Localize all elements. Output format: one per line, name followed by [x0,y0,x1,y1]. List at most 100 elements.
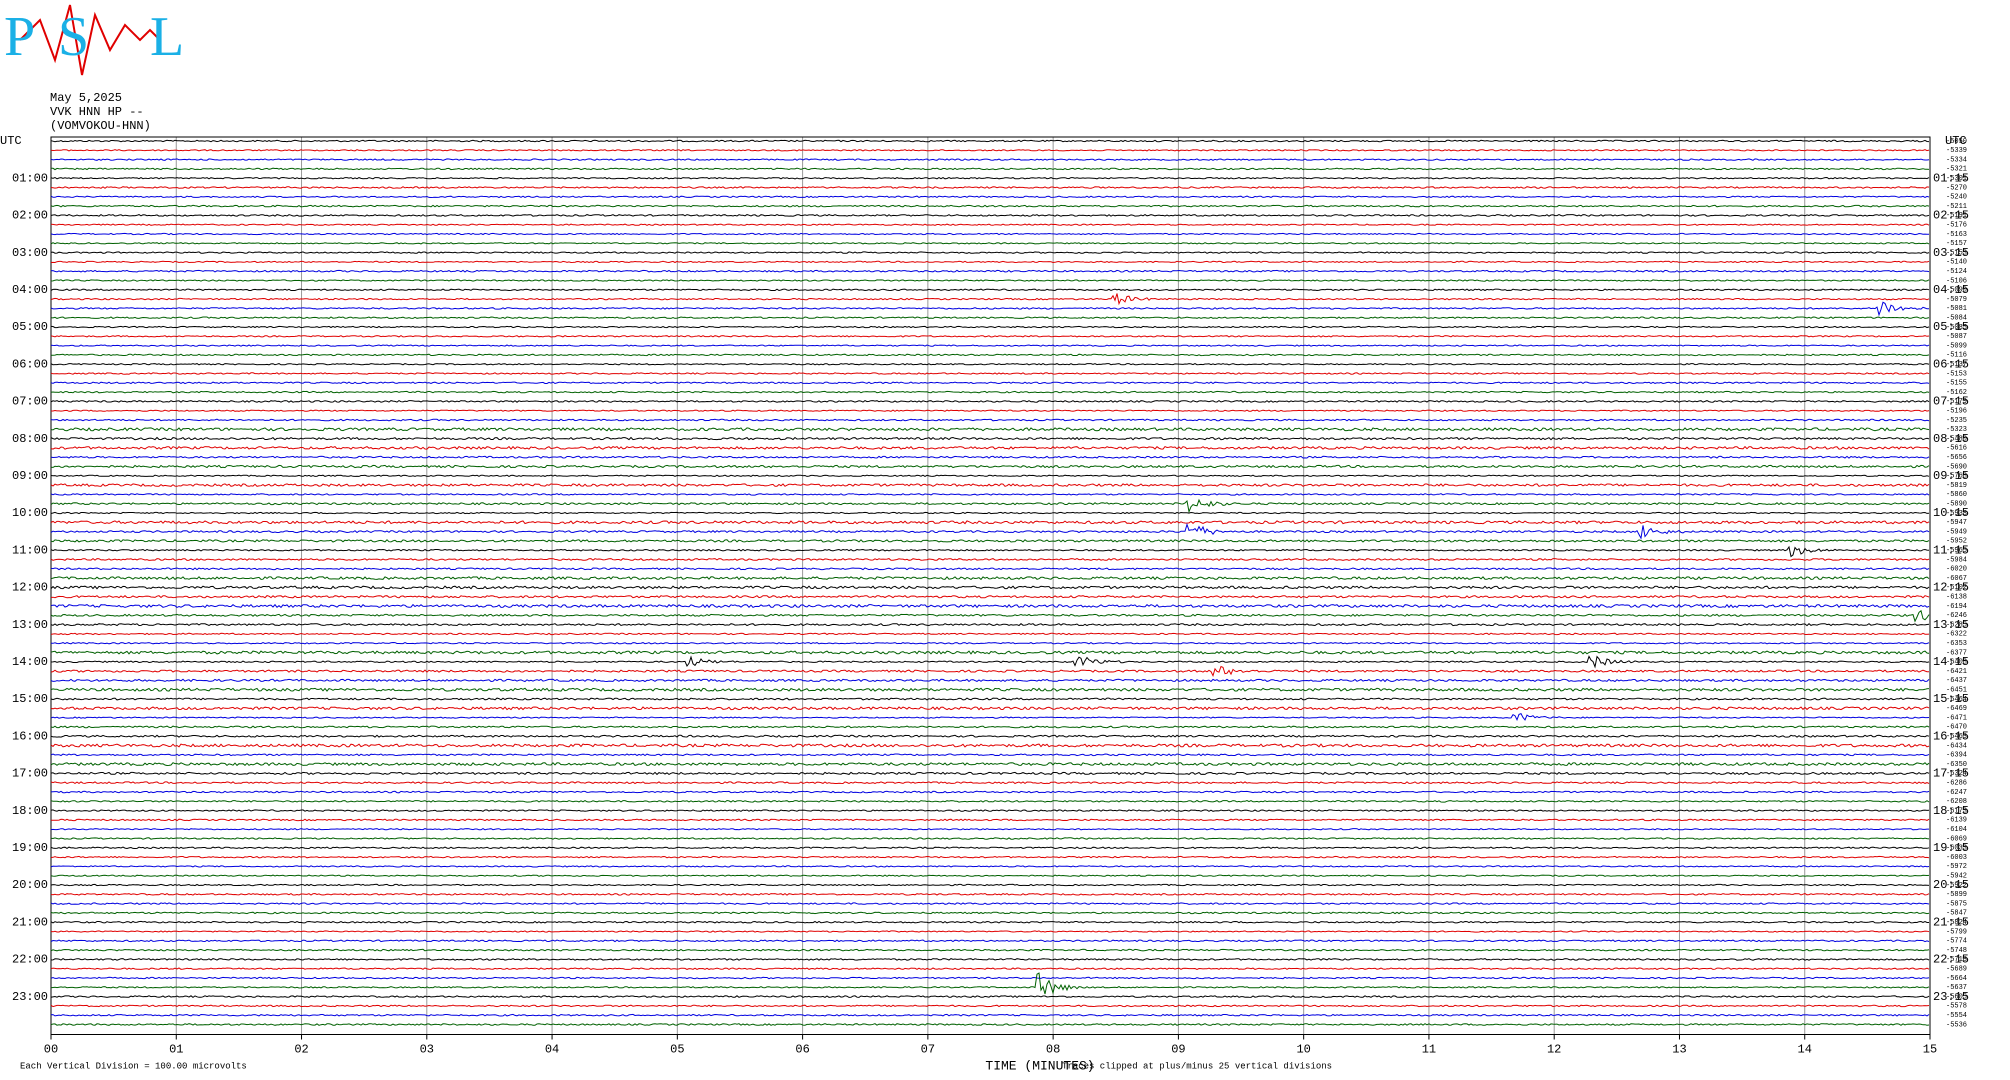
right-time-label: 18:15 [1933,804,1969,818]
trace [50,687,1930,692]
trace-offset: -5949 [1946,528,1967,536]
trace [50,344,1930,347]
trace-offset: -6350 [1946,761,1967,769]
left-time-label: 12:00 [12,581,48,595]
trace-offset: -5116 [1946,352,1967,360]
trace [50,167,1930,171]
x-tick-label: 14 [1798,1043,1812,1057]
trace [50,204,1930,208]
left-time-label: 09:00 [12,469,48,483]
trace-offset: -5163 [1946,231,1967,239]
right-time-label: 20:15 [1933,878,1969,892]
trace [50,399,1930,403]
trace [50,557,1930,562]
right-time-label: 09:15 [1933,469,1969,483]
trace [50,195,1930,199]
trace-offset: -6463 [1946,733,1967,741]
trace [50,846,1930,850]
x-tick-label: 07 [921,1043,935,1057]
trace-offset: -6285 [1946,621,1967,629]
trace-offset: -5689 [1946,966,1967,974]
left-time-label: 05:00 [12,320,48,334]
trace [50,967,1930,970]
trace [50,269,1930,273]
right-time-label: 22:15 [1933,953,1969,967]
trace [50,837,1930,840]
trace [50,301,1930,317]
trace [50,623,1930,627]
trace-offset: -6033 [1946,845,1967,853]
right-time-label: 17:15 [1933,767,1969,781]
trace-offset: -5899 [1946,891,1967,899]
trace [51,818,1930,822]
trace [50,734,1930,738]
trace-offset: -5339 [1946,147,1967,155]
right-time-label: 15:15 [1933,692,1969,706]
trace-offset: -5099 [1946,342,1967,350]
left-time-label: 20:00 [12,878,48,892]
trace-offset: -6434 [1946,742,1967,750]
trace [50,939,1930,943]
trace-offset: -6067 [1946,575,1967,583]
right-time-label: 08:15 [1933,432,1969,446]
left-time-label: 21:00 [12,915,48,929]
trace [50,655,1930,669]
left-time-label: 22:00 [12,953,48,967]
trace [50,609,1930,623]
left-time-label: 13:00 [12,618,48,632]
trace [50,139,1930,143]
trace [50,809,1930,812]
trace [50,539,1930,543]
right-time-label: 03:15 [1933,246,1969,260]
x-tick-label: 15 [1923,1043,1937,1057]
trace [50,474,1930,477]
left-time-label: 16:00 [12,729,48,743]
logo-letter: P [4,6,35,68]
trace-offset: -5480 [1946,435,1967,443]
trace-offset: -6247 [1946,789,1967,797]
trace [50,972,1930,995]
left-time-label: 04:00 [12,283,48,297]
trace-offset: -6470 [1946,724,1967,732]
trace-offset: -5323 [1946,426,1967,434]
trace [50,436,1930,441]
trace-offset: -5090 [1946,287,1967,295]
trace [50,232,1929,236]
trace-offset: -5176 [1946,222,1967,230]
trace-offset: -6208 [1946,798,1967,806]
trace-offset: -6104 [1946,826,1967,834]
trace [50,158,1930,161]
trace-offset: -6324 [1946,770,1967,778]
trace [50,771,1930,776]
x-tick-label: 02 [294,1043,308,1057]
trace [50,874,1930,877]
right-time-label: 11:15 [1933,543,1969,557]
trace-offset: -6138 [1946,594,1967,602]
trace-offset: -5637 [1946,984,1967,992]
trace [50,911,1930,915]
logo-letter: L [150,6,184,68]
x-tick-label: 06 [795,1043,809,1057]
right-time-label: 12:15 [1933,581,1969,595]
trace [50,706,1930,711]
trace-offset: -5140 [1946,259,1967,267]
trace-offset: -5965 [1946,547,1967,555]
trace [50,325,1930,329]
trace-offset: -5211 [1946,203,1967,211]
header-line: (VOMVOKOU-HNN) [50,119,151,133]
left-time-label: 10:00 [12,506,48,520]
trace-offset: -5301 [1946,175,1967,183]
trace [50,335,1930,338]
trace-offset: -5124 [1946,268,1967,276]
trace [50,594,1930,599]
trace-offset: -6286 [1946,780,1967,788]
trace-offset: -5085 [1946,324,1967,332]
trace-offset: -5664 [1946,975,1967,983]
right-time-label: 07:15 [1933,395,1969,409]
trace [50,545,1930,558]
trace-offset: -5984 [1946,556,1967,564]
trace [50,381,1930,385]
trace [50,293,1930,306]
trace-offset: -5153 [1946,370,1967,378]
left-time-label: 11:00 [12,543,48,557]
